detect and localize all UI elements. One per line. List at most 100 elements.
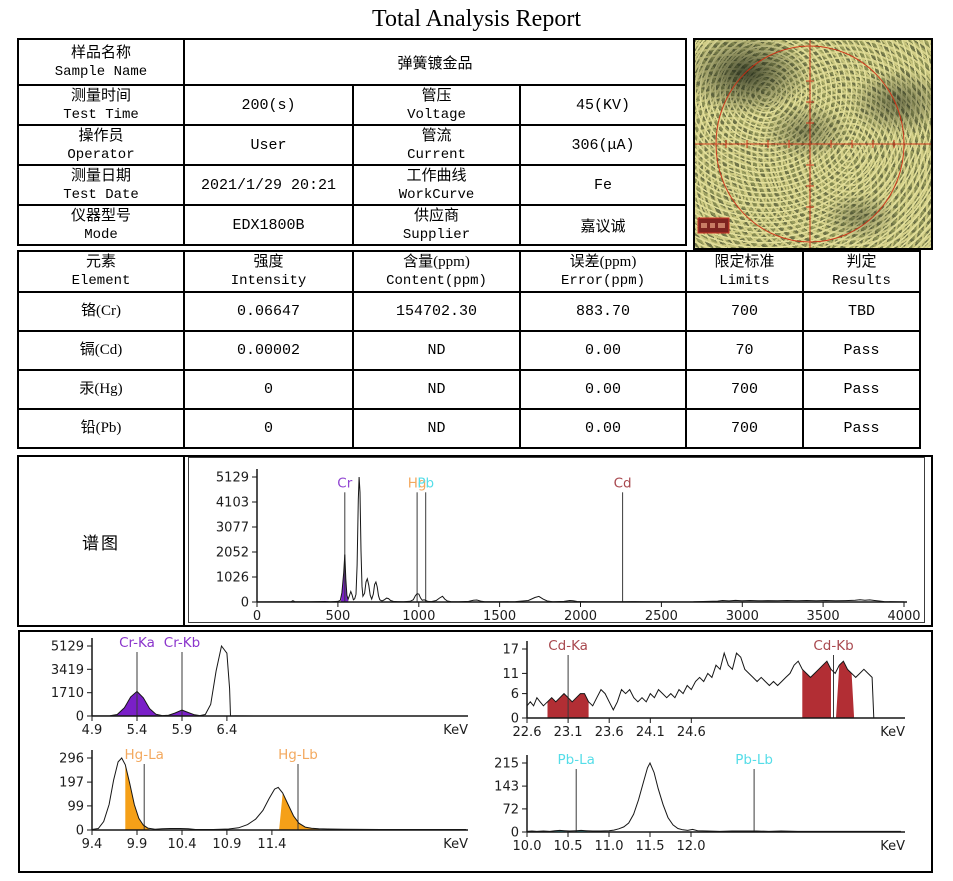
svg-text:Cr-Ka: Cr-Ka [119,635,155,651]
chart-cr: Cr-Ka Cr-Kb 0 1710 3419 5129 4.9 5.4 5.9 6.4 KeV [51,635,468,738]
chart-cd: Cd-Ka Cd-Kb 0 6 11 17 22.6 23.1 23.6 24.1 24.6 KeV [502,638,905,740]
table-row-hg: 汞(Hg) 0 ND 0.00 700 Pass [17,369,921,410]
cell-intensity: 0.00002 [183,330,354,371]
svg-text:3000: 3000 [726,609,759,622]
cell-element: 铅(Pb) [17,408,185,449]
info-value-workcurve: Fe [519,164,687,206]
cell-content: ND [352,408,521,449]
svg-text:KeV: KeV [880,839,905,854]
svg-text:10.0: 10.0 [513,839,542,854]
cell-result: TBD [802,291,921,332]
element-results-section: 元素 Element 强度 Intensity 含量(ppm) Content(ppm… [17,250,921,449]
info-label-operator: 操作员 Operator [17,124,185,166]
svg-text:11: 11 [502,667,519,682]
svg-text:3419: 3419 [51,663,84,678]
svg-text:KeV: KeV [443,837,468,852]
info-value-voltage: 45(KV) [519,84,687,126]
col-header-element: 元素 Element [17,250,185,293]
svg-text:Pb-La: Pb-La [558,752,595,768]
svg-text:215: 215 [494,757,519,772]
svg-text:4103: 4103 [216,496,249,511]
col-header-content: 含量(ppm) Content(ppm) [352,250,521,293]
svg-text:2000: 2000 [564,609,597,622]
col-header-limits: 限定标准 Limits [685,250,804,293]
reticle-overlay-icon [695,40,931,248]
svg-text:24.1: 24.1 [636,725,665,740]
svg-text:5129: 5129 [51,640,84,655]
svg-text:Cd: Cd [614,475,632,491]
cell-element: 汞(Hg) [17,369,185,410]
sample-info-section: 样品名称 Sample Name 弹簧镀金品 测量时间 Test Time 200… [17,38,687,246]
svg-text:2500: 2500 [645,609,678,622]
cell-error: 0.00 [519,330,687,371]
info-label-sample-name: 样品名称 Sample Name [17,38,185,86]
svg-text:11.5: 11.5 [636,839,665,854]
cell-limits: 700 [685,408,804,449]
svg-text:Cr: Cr [337,475,352,491]
svg-text:KeV: KeV [880,725,905,740]
chart-pb: Pb-La Pb-Lb 0 72 143 215 10.0 10.5 11.0 11.5 12.0 K… [494,752,905,854]
svg-text:72: 72 [502,802,519,817]
svg-text:24.6: 24.6 [677,725,706,740]
cell-limits: 70 [685,330,804,371]
svg-text:10.4: 10.4 [168,837,197,852]
info-value-mode: EDX1800B [183,204,354,246]
svg-text:Pb-Lb: Pb-Lb [735,752,773,768]
cell-result: Pass [802,330,921,371]
svg-text:22.6: 22.6 [513,725,542,740]
svg-text:10.5: 10.5 [554,839,583,854]
spectrum-chart-frame: Cr Hg Pb Cd 0 1026 2052 3077 4103 5129 0 500 1000 150… [188,457,925,624]
cell-result: Pass [802,408,921,449]
svg-text:2052: 2052 [216,546,249,561]
cell-content: 154702.30 [352,291,521,332]
sample-info-table: 样品名称 Sample Name 弹簧镀金品 测量时间 Test Time 200… [17,38,687,246]
cell-element: 铬(Cr) [17,291,185,332]
info-label-voltage: 管压 Voltage [352,84,521,126]
scale-marker-badge [697,217,730,234]
svg-text:99: 99 [67,799,84,814]
cell-error: 0.00 [519,369,687,410]
svg-text:KeV: KeV [443,723,468,738]
svg-text:11.0: 11.0 [595,839,624,854]
svg-text:1710: 1710 [51,686,84,701]
svg-text:0: 0 [76,710,84,725]
info-value-sample-name: 弹簧镀金品 [183,38,687,86]
svg-text:500: 500 [325,609,350,622]
svg-text:3077: 3077 [216,521,249,536]
info-value-current: 306(μA) [519,124,687,166]
cell-error: 883.70 [519,291,687,332]
spectrum-section: 谱图 Cr Hg Pb Cd 0 1026 2052 3077 4103 5129 0 500 1000… [17,455,933,627]
svg-text:197: 197 [59,776,84,791]
info-label-current: 管流 Current [352,124,521,166]
cell-limits: 700 [685,291,804,332]
info-label-mode: 仪器型号 Mode [17,204,185,246]
cell-intensity: 0 [183,369,354,410]
svg-text:5.4: 5.4 [127,723,148,738]
svg-text:5.9: 5.9 [172,723,193,738]
svg-text:10.9: 10.9 [212,837,241,852]
info-value-test-date: 2021/1/29 20:21 [183,164,354,206]
svg-text:Cd-Ka: Cd-Ka [548,638,588,654]
element-charts-section: Cr-Ka Cr-Kb 0 1710 3419 5129 4.9 5.4 5.9 6.4 KeV Cd… [18,630,933,873]
info-value-test-time: 200(s) [183,84,354,126]
svg-text:0: 0 [511,826,519,841]
info-label-workcurve: 工作曲线 WorkCurve [352,164,521,206]
info-value-supplier: 嘉议诚 [519,204,687,246]
table-row-cd: 镉(Cd) 0.00002 ND 0.00 70 Pass [17,330,921,371]
cell-content: ND [352,330,521,371]
cell-element: 镉(Cd) [17,330,185,371]
svg-text:1500: 1500 [483,609,516,622]
svg-text:6.4: 6.4 [217,723,238,738]
cell-content: ND [352,369,521,410]
element-results-table: 元素 Element 强度 Intensity 含量(ppm) Content(ppm… [17,250,921,449]
svg-text:17: 17 [502,643,519,658]
col-header-intensity: 强度 Intensity [183,250,354,293]
svg-text:143: 143 [494,780,519,795]
cell-intensity: 0 [183,408,354,449]
cell-limits: 700 [685,369,804,410]
svg-text:5129: 5129 [216,471,249,486]
info-value-operator: User [183,124,354,166]
